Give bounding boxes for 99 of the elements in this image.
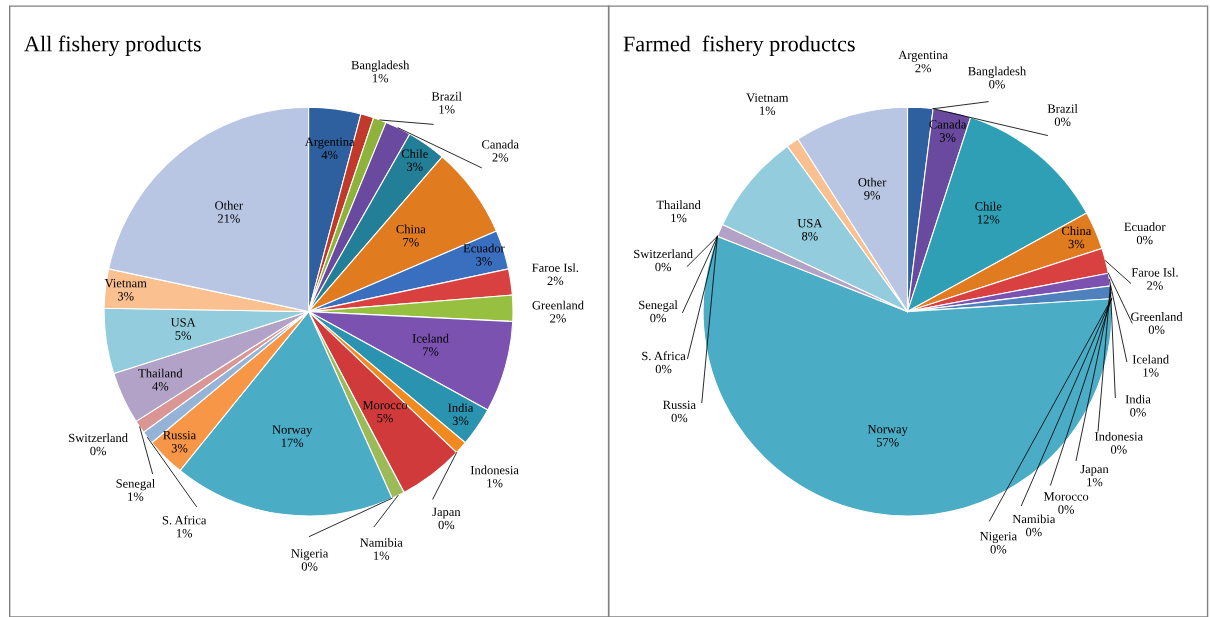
slice-label: Norway xyxy=(272,425,313,437)
data-label: 12% xyxy=(977,215,1000,224)
slice-label: China xyxy=(1061,226,1092,236)
data-label: 2% xyxy=(1147,281,1163,290)
data-label: 1% xyxy=(487,478,503,488)
slice-label: Other xyxy=(858,177,887,187)
data-label: 21% xyxy=(217,214,240,223)
category-label: Senegal xyxy=(639,300,678,312)
slice-label: Canada xyxy=(482,139,519,149)
category-label: Ecuador xyxy=(1124,222,1166,232)
data-label: 3% xyxy=(407,162,423,172)
text: 0% xyxy=(1130,408,1146,417)
data-label: 2% xyxy=(550,314,566,323)
text: 0% xyxy=(1054,117,1071,126)
data-label: 1% xyxy=(374,551,390,560)
text: 0% xyxy=(650,313,666,323)
data-label: 1% xyxy=(1143,368,1159,377)
category-label: Bangladesh xyxy=(968,66,1026,78)
category-label: Brazil xyxy=(1047,104,1078,113)
text: 0% xyxy=(301,562,318,571)
slice-label: Argentina xyxy=(898,50,948,62)
data-label: 2% xyxy=(547,276,564,286)
category-label: Switzerland xyxy=(69,433,128,443)
category-label: Greenland xyxy=(1131,312,1183,321)
slice-label: Russia xyxy=(163,430,196,440)
category-label: Indonesia xyxy=(1094,431,1143,441)
data-label: 4% xyxy=(321,150,338,160)
data-label: 7% xyxy=(403,237,419,247)
slice-label: Iceland xyxy=(1132,354,1169,364)
category-label: Nigeria xyxy=(980,532,1017,543)
category-label: Switzerland xyxy=(634,249,693,259)
slice-label: USA xyxy=(170,318,196,327)
data-label: 4% xyxy=(152,382,169,391)
data-label: 5% xyxy=(377,413,393,423)
slice-label: Vietnam xyxy=(104,278,147,288)
slice-label: China xyxy=(396,224,426,234)
slice-label: Thailand xyxy=(138,368,183,378)
slice-label: Namibia xyxy=(360,537,403,547)
text: 0% xyxy=(1136,235,1153,245)
data-label: 5% xyxy=(175,331,192,340)
text: 0% xyxy=(1025,527,1042,537)
slice-label: Thailand xyxy=(656,200,701,210)
slice-label: Vietnam xyxy=(746,93,789,102)
text: 0% xyxy=(1148,325,1165,335)
text: 0% xyxy=(990,545,1007,554)
slice-label: Other xyxy=(215,200,243,210)
text: 0% xyxy=(1110,445,1127,454)
category-label: Namibia xyxy=(1012,514,1056,524)
slice-label: Bangladesh xyxy=(351,60,410,72)
text: 0% xyxy=(90,446,107,456)
data-label: 1% xyxy=(128,492,144,501)
slice-label: Faroe Isl. xyxy=(1131,267,1178,277)
text: 0% xyxy=(655,262,672,272)
data-label: 3% xyxy=(452,416,469,426)
category-label: S. Africa xyxy=(642,351,686,361)
data-label: 3% xyxy=(476,257,492,266)
data-label: 3% xyxy=(117,292,134,301)
data-label: 7% xyxy=(423,347,439,356)
chart-title: Farmed fishery productcs xyxy=(623,35,855,57)
slice-label: Morocco xyxy=(362,400,408,410)
slice-label: Norway xyxy=(867,425,908,436)
data-label: 57% xyxy=(876,438,899,447)
text: 0% xyxy=(1058,505,1075,514)
slice-label: USA xyxy=(797,218,823,228)
text: 0% xyxy=(989,80,1005,89)
data-label: 3% xyxy=(1068,239,1085,249)
data-label: 17% xyxy=(281,438,304,447)
data-label: 1% xyxy=(760,106,776,115)
data-label: 2% xyxy=(915,63,932,73)
data-label: 2% xyxy=(492,153,509,162)
data-label: 1% xyxy=(373,73,389,83)
slice-label: Chile xyxy=(401,149,428,158)
data-label: 1% xyxy=(1087,477,1103,487)
slice-label: Chile xyxy=(975,201,1002,211)
slice-label: S. Africa xyxy=(162,515,207,525)
text: 0% xyxy=(655,364,672,374)
category-label: Nigeria xyxy=(291,549,329,561)
data-label: 1% xyxy=(671,213,687,223)
slice-label: Japan xyxy=(1080,464,1109,476)
slice-label: Indonesia xyxy=(470,465,519,475)
slice-label: Faroe Isl. xyxy=(532,263,579,273)
data-label: 3% xyxy=(939,133,956,142)
data-label: 9% xyxy=(864,191,881,200)
slice-label: Greenland xyxy=(532,300,584,310)
slice-label: Senegal xyxy=(116,478,155,491)
text: 0% xyxy=(438,520,455,530)
category-label: Japan xyxy=(432,507,461,519)
category-label: Russia xyxy=(663,400,696,410)
data-label: 3% xyxy=(171,443,188,453)
text: 0% xyxy=(671,413,688,423)
data-label: 1% xyxy=(176,529,193,538)
slice-label: India xyxy=(448,403,474,412)
category-label: India xyxy=(1125,394,1151,404)
chart-title: All fishery products xyxy=(24,35,201,57)
data-label: 1% xyxy=(439,105,455,114)
data-label: 8% xyxy=(801,232,818,241)
slice-label: Brazil xyxy=(431,91,462,101)
category-label: Morocco xyxy=(1043,492,1089,501)
slice-label: Iceland xyxy=(412,333,449,343)
